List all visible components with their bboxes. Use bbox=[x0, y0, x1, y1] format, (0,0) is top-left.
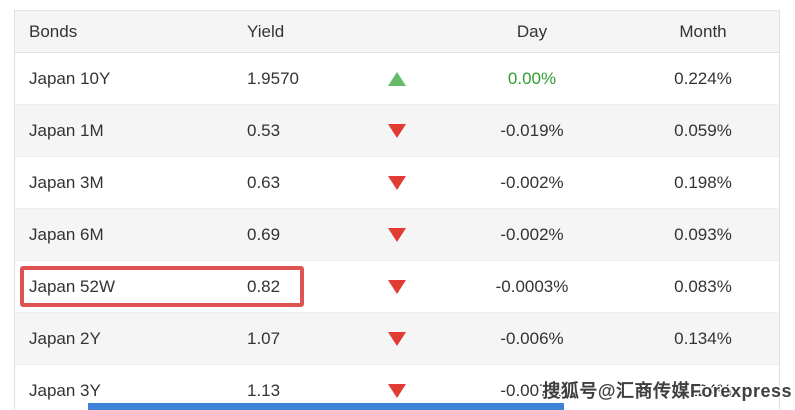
trend-arrow-icon bbox=[388, 175, 406, 190]
table-header-row: Bonds Yield Day Month bbox=[15, 11, 779, 53]
yield-value: 1.07 bbox=[247, 328, 281, 348]
yield-value: 0.82 bbox=[247, 276, 281, 296]
day-value: -0.002% bbox=[500, 172, 564, 192]
trend-arrow-icon bbox=[388, 279, 406, 294]
table-row[interactable]: Japan 52W 0.82 -0.0003% 0.083% bbox=[15, 261, 779, 313]
yield-value: 0.63 bbox=[247, 172, 281, 192]
bond-name: Japan 3Y bbox=[29, 380, 101, 400]
header-bonds: Bonds bbox=[29, 21, 78, 41]
day-value: -0.006% bbox=[500, 328, 564, 348]
trend-arrow-icon bbox=[388, 331, 406, 346]
table-row[interactable]: Japan 1M 0.53 -0.019% 0.059% bbox=[15, 105, 779, 157]
bond-name: Japan 1M bbox=[29, 120, 104, 140]
watermark: 搜狐号@汇商传媒Forexpress bbox=[542, 381, 792, 401]
day-value: -0.019% bbox=[500, 120, 564, 140]
yield-value: 0.69 bbox=[247, 224, 281, 244]
bonds-table: Bonds Yield Day Month Japan 10Y 1.9570 0… bbox=[14, 10, 780, 410]
yield-value: 0.53 bbox=[247, 120, 281, 140]
bond-name: Japan 10Y bbox=[29, 68, 111, 88]
bond-name: Japan 6M bbox=[29, 224, 104, 244]
trend-arrow-icon bbox=[388, 123, 406, 138]
month-value: 0.059% bbox=[674, 120, 732, 140]
trend-arrow-icon bbox=[388, 71, 406, 86]
table-row[interactable]: Japan 2Y 1.07 -0.006% 0.134% bbox=[15, 313, 779, 365]
header-day: Day bbox=[516, 21, 548, 41]
month-value: 0.124% bbox=[674, 380, 732, 400]
trend-arrow-icon bbox=[388, 227, 406, 242]
yield-value: 1.9570 bbox=[247, 68, 299, 88]
bond-name: Japan 2Y bbox=[29, 328, 101, 348]
month-value: 0.224% bbox=[674, 68, 732, 88]
table-row[interactable]: Japan 3M 0.63 -0.002% 0.198% bbox=[15, 157, 779, 209]
header-month: Month bbox=[679, 21, 727, 41]
header-yield: Yield bbox=[247, 21, 285, 41]
month-value: 0.083% bbox=[674, 276, 732, 296]
day-value: 0.00% bbox=[507, 68, 557, 88]
bond-name: Japan 52W bbox=[29, 276, 115, 296]
month-value: 0.134% bbox=[674, 328, 732, 348]
blue-progress-bar bbox=[88, 403, 564, 410]
trend-arrow-icon bbox=[388, 383, 406, 398]
table-row[interactable]: Japan 10Y 1.9570 0.00% 0.224% bbox=[15, 53, 779, 105]
table-row[interactable]: Japan 6M 0.69 -0.002% 0.093% bbox=[15, 209, 779, 261]
yield-value: 1.13 bbox=[247, 380, 281, 400]
table-row[interactable]: Japan 3Y 1.13 -0.007% 0.124% bbox=[15, 365, 779, 410]
bond-name: Japan 3M bbox=[29, 172, 104, 192]
month-value: 0.093% bbox=[674, 224, 732, 244]
month-value: 0.198% bbox=[674, 172, 732, 192]
day-value: -0.002% bbox=[500, 224, 564, 244]
day-value: -0.0003% bbox=[495, 276, 569, 296]
day-value: -0.007% bbox=[500, 380, 564, 400]
